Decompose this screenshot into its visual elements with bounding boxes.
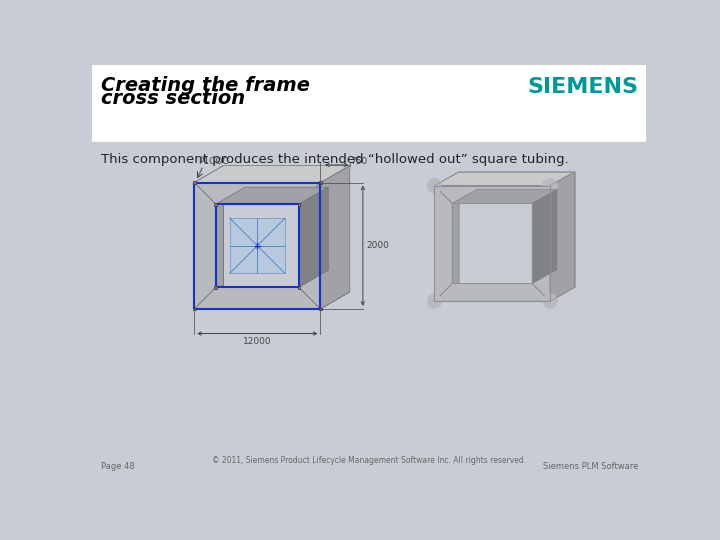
Circle shape <box>542 178 558 193</box>
Bar <box>215 203 217 206</box>
Polygon shape <box>434 186 550 204</box>
Polygon shape <box>194 183 320 204</box>
Text: P1COC: P1COC <box>198 157 229 166</box>
Bar <box>319 308 322 310</box>
Text: Page 48: Page 48 <box>101 462 135 471</box>
Text: © 2011, Siemens Product Lifecycle Management Software Inc. All rights reserved.: © 2011, Siemens Product Lifecycle Manage… <box>212 456 526 465</box>
Bar <box>193 308 196 310</box>
Polygon shape <box>532 186 550 301</box>
Text: Creating the frame: Creating the frame <box>101 76 310 94</box>
Polygon shape <box>194 166 223 309</box>
Circle shape <box>542 294 558 309</box>
Polygon shape <box>550 172 575 301</box>
Text: 750: 750 <box>351 157 368 166</box>
Polygon shape <box>434 284 550 301</box>
Polygon shape <box>532 190 557 284</box>
Bar <box>193 181 196 184</box>
Text: Siemens PLM Software: Siemens PLM Software <box>543 462 639 471</box>
Polygon shape <box>452 190 557 204</box>
Polygon shape <box>434 287 575 301</box>
Polygon shape <box>216 187 328 204</box>
Polygon shape <box>434 172 575 186</box>
Circle shape <box>427 294 442 309</box>
Text: 12000: 12000 <box>243 338 271 346</box>
Polygon shape <box>230 218 285 273</box>
Polygon shape <box>194 183 216 309</box>
Polygon shape <box>434 172 459 301</box>
Text: cross section: cross section <box>101 90 246 109</box>
Polygon shape <box>194 287 320 309</box>
Circle shape <box>427 178 442 193</box>
Polygon shape <box>434 186 452 301</box>
Bar <box>319 181 322 184</box>
Text: 2000: 2000 <box>366 241 389 250</box>
Polygon shape <box>299 187 328 287</box>
Polygon shape <box>320 166 350 309</box>
Polygon shape <box>194 292 350 309</box>
Text: SIEMENS: SIEMENS <box>528 77 639 97</box>
Bar <box>92 65 647 142</box>
Polygon shape <box>299 183 320 309</box>
Bar <box>297 203 300 206</box>
Polygon shape <box>194 166 350 183</box>
Bar <box>297 286 300 289</box>
Text: This component produces the intended “hollowed out” square tubing.: This component produces the intended “ho… <box>101 153 569 166</box>
Bar <box>215 286 217 289</box>
